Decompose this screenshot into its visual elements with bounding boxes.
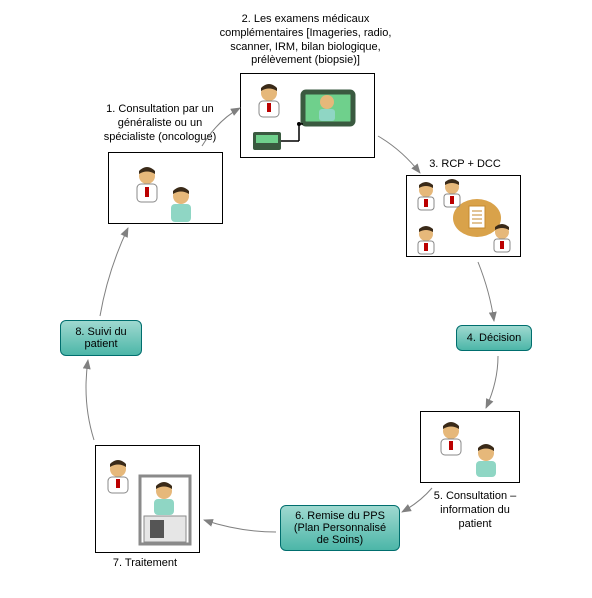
node8-box: 8. Suivi dupatient: [60, 320, 142, 356]
treatment-illustration: [96, 446, 201, 554]
consult-patient-illustration: [421, 412, 521, 484]
consultation-illustration: [109, 153, 224, 225]
node7-box: [95, 445, 200, 553]
node3-box: [406, 175, 521, 257]
node4-label: 4. Décision: [467, 332, 521, 344]
node7-label: 7. Traitement: [95, 557, 195, 571]
node4-box: 4. Décision: [456, 325, 532, 351]
exams-illustration: [241, 74, 376, 159]
node2-box: [240, 73, 375, 158]
node5-label: 5. Consultation –information dupatient: [415, 490, 535, 531]
node1-label: 1. Consultation par ungénéraliste ou uns…: [80, 103, 240, 144]
process-cycle-diagram: { "type": "flowchart-cycle", "canvas": {…: [0, 0, 592, 598]
node8-label: 8. Suivi dupatient: [75, 326, 126, 350]
node6-label: 6. Remise du PPS(Plan Personnaliséde Soi…: [294, 510, 386, 546]
node6-box: 6. Remise du PPS(Plan Personnaliséde Soi…: [280, 505, 400, 551]
node2-label: 2. Les examens médicauxcomplémentaires […: [193, 13, 418, 68]
node3-label: 3. RCP + DCC: [410, 158, 520, 172]
node1-box: [108, 152, 223, 224]
node5-box: [420, 411, 520, 483]
rcp-illustration: [407, 176, 522, 258]
